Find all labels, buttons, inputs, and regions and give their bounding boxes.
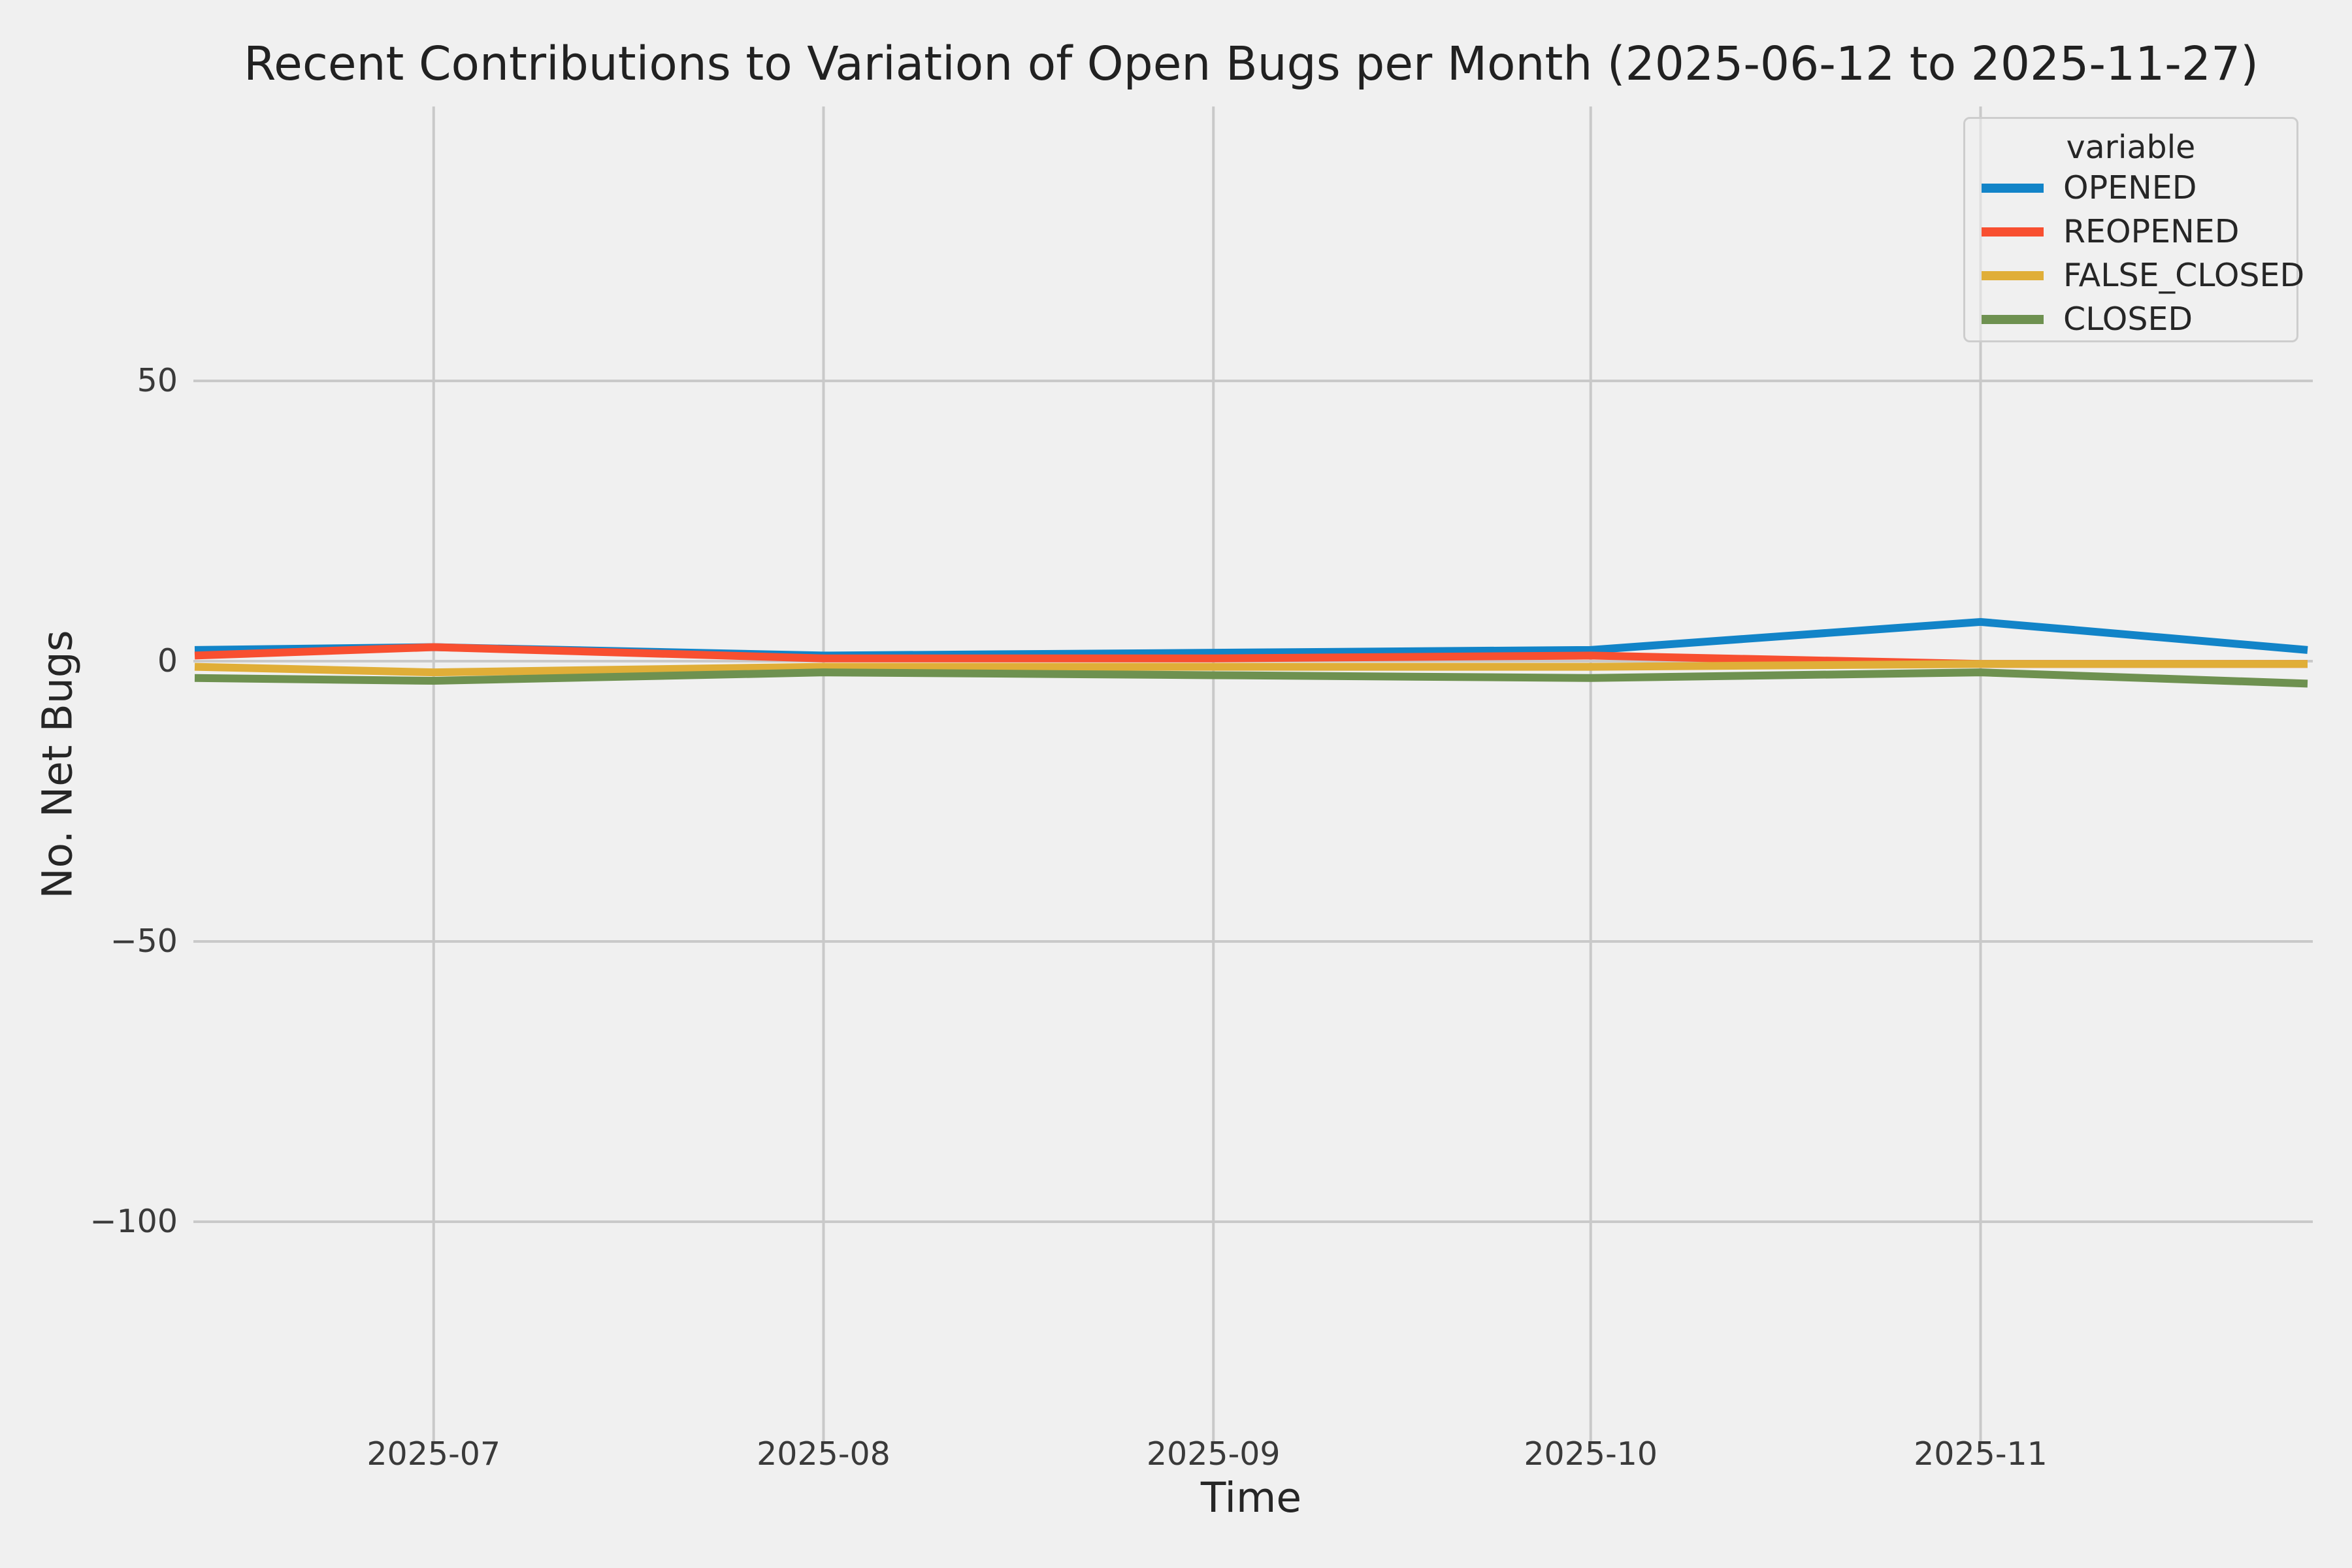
legend: variable OPENED REOPENED FALSE_CLOSED CLOSE…: [1963, 117, 2304, 342]
legend-swatch-opened: [1982, 183, 2044, 193]
legend-entry-closed: CLOSED: [1965, 297, 2296, 341]
x-axis-label: Time: [1200, 1474, 1302, 1522]
legend-label: FALSE_CLOSED: [2063, 257, 2305, 294]
legend-swatch-reopened: [1982, 227, 2044, 237]
legend-swatch-closed: [1982, 314, 2044, 324]
y-axis-label: No. Net Bugs: [33, 630, 82, 899]
legend-entries: OPENED REOPENED FALSE_CLOSED CLOSED: [1965, 166, 2304, 341]
series-line-closed: [194, 668, 2308, 688]
y-tick-label: 0: [157, 642, 178, 679]
series-lines: [194, 617, 2308, 688]
series-line-false_closed: [194, 660, 2308, 677]
x-tick-label: 2025-10: [1524, 1435, 1658, 1473]
chart-title: Recent Contributions to Variation of Ope…: [244, 37, 2259, 91]
x-tick-label: 2025-11: [1914, 1435, 2048, 1473]
x-tick-label: 2025-07: [367, 1435, 501, 1473]
gridlines: [193, 106, 2313, 1443]
legend-title: variable: [2066, 129, 2196, 166]
legend-label: OPENED: [2063, 169, 2197, 206]
x-tick-label: 2025-08: [757, 1435, 890, 1473]
legend-entry-false_closed: FALSE_CLOSED: [1965, 253, 2304, 297]
x-tick-label: 2025-09: [1146, 1435, 1281, 1473]
legend-entry-opened: OPENED: [1965, 166, 2296, 210]
legend-label: REOPENED: [2063, 213, 2240, 250]
y-tick-label: −100: [90, 1203, 178, 1240]
legend-entry-reopened: REOPENED: [1965, 210, 2296, 253]
legend-swatch-false_closed: [1982, 270, 2044, 280]
y-tick-label: −50: [110, 923, 178, 960]
y-tick-label: 50: [137, 362, 178, 399]
legend-label: CLOSED: [2063, 301, 2193, 338]
